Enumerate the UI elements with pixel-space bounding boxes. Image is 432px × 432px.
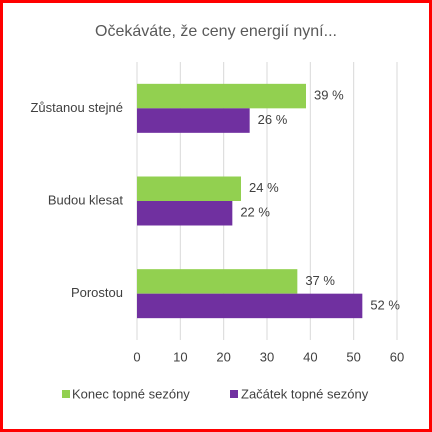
- bar: [137, 201, 233, 226]
- x-tick-label: 10: [173, 349, 187, 364]
- bar: [137, 269, 298, 294]
- bar: [137, 108, 250, 133]
- value-label: 24 %: [249, 180, 279, 195]
- x-tick-label: 40: [303, 349, 317, 364]
- bar: [137, 83, 306, 109]
- legend-swatch: [230, 390, 238, 398]
- value-label: 52 %: [370, 297, 400, 312]
- bar: [137, 293, 363, 319]
- value-label: 26 %: [258, 112, 288, 127]
- value-label: 22 %: [240, 205, 270, 220]
- chart-title: Očekáváte, že ceny energií nyní...: [95, 23, 337, 40]
- y-tick-label: Budou klesat: [48, 192, 124, 207]
- legend-label: Začátek topné sezóny: [241, 386, 369, 401]
- y-tick-label: Porostou: [71, 285, 123, 300]
- y-tick-label: Zůstanou stejné: [30, 100, 123, 115]
- x-tick-label: 20: [216, 349, 230, 364]
- x-tick-label: 0: [133, 349, 140, 364]
- x-tick-label: 50: [346, 349, 360, 364]
- x-tick-label: 60: [390, 349, 404, 364]
- value-label: 37 %: [305, 273, 335, 288]
- bar: [137, 176, 241, 201]
- legend-label: Konec topné sezóny: [72, 386, 190, 401]
- x-tick-label: 30: [260, 349, 274, 364]
- legend-swatch: [62, 390, 70, 398]
- value-label: 39 %: [314, 88, 344, 103]
